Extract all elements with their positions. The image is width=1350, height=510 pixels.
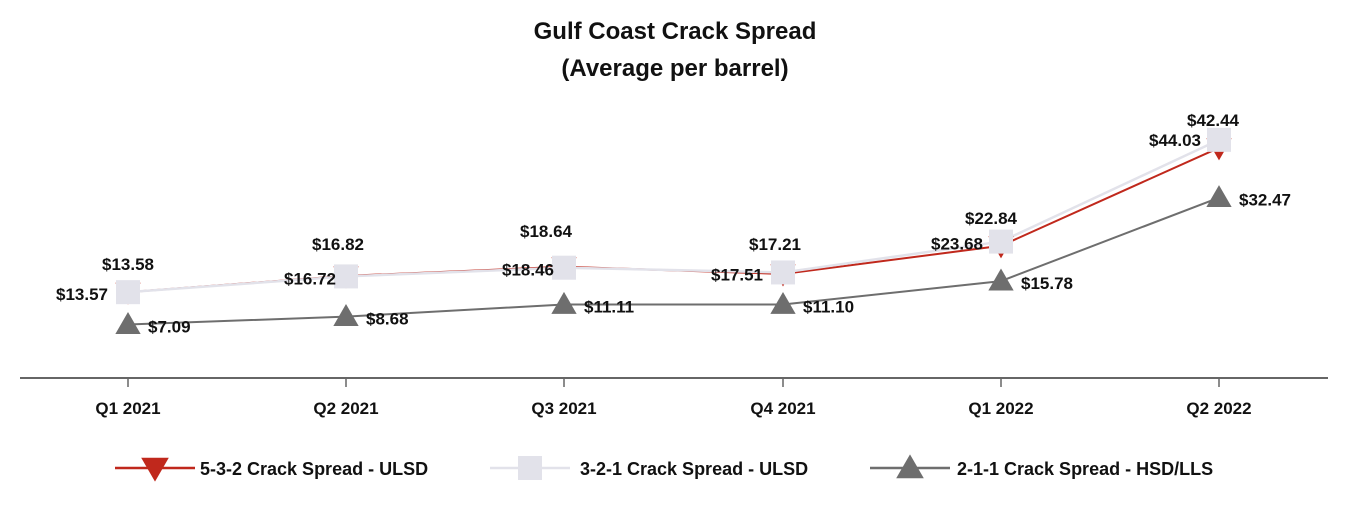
data-point-marker [116,280,140,305]
data-label: $16.72 [284,269,336,288]
legend-marker-2 [896,454,924,479]
data-point-marker [334,264,358,289]
x-tick-label: Q4 2021 [750,399,815,418]
legend-label-0: 5-3-2 Crack Spread - ULSD [200,459,428,479]
data-point-marker [988,268,1014,291]
data-point-marker [552,255,576,280]
data-label: $16.82 [312,235,364,254]
data-label: $11.11 [584,297,634,316]
data-label: $44.03 [1149,131,1201,150]
data-label: $8.68 [366,310,409,329]
data-point-marker [115,312,141,334]
data-label: $17.21 [749,235,801,254]
series-line-1 [127,138,1220,294]
data-label: $18.64 [520,222,573,241]
data-label: $15.78 [1021,274,1073,293]
x-tick-label: Q1 2021 [95,399,160,418]
chart-subtitle: (Average per barrel) [561,55,789,82]
chart-title: Gulf Coast Crack Spread [533,18,817,45]
x-tick-label: Q2 2021 [313,399,378,418]
data-label: $22.84 [965,209,1018,228]
legend-label-1: 3-2-1 Crack Spread - ULSD [580,459,808,479]
data-point-marker [333,304,359,327]
data-label: $13.58 [102,255,154,274]
legend-marker-0 [141,457,169,482]
data-label: $11.10 [803,298,854,317]
data-point-marker [551,291,577,314]
data-label: $7.09 [148,318,191,337]
data-point-marker [989,229,1013,254]
data-point-marker [771,260,795,285]
data-label: $23.68 [931,235,983,254]
data-label: $13.57 [56,285,108,304]
data-label: $42.44 [1187,111,1240,130]
x-tick-label: Q3 2021 [531,399,596,418]
data-point-marker [770,291,796,314]
legend-label-2: 2-1-1 Crack Spread - HSD/LLS [957,459,1213,479]
x-tick-label: Q2 2022 [1186,399,1251,418]
series-line-2 [127,196,1220,326]
data-label: $18.46 [502,261,554,280]
data-label: $32.47 [1239,191,1291,210]
data-point-marker [1206,185,1232,208]
data-point-marker [1207,127,1231,152]
data-label: $17.51 [711,265,763,284]
legend-marker-1 [518,456,542,480]
x-tick-label: Q1 2022 [968,399,1033,418]
